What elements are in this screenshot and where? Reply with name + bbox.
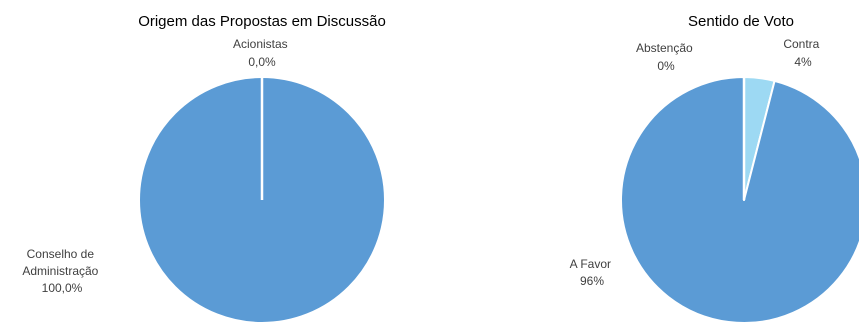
slice-label-abstencao: Abstenção 0%	[636, 41, 696, 73]
chart-sentido-voto: Sentido de Voto Abstenção 0% Contra 4% A…	[570, 13, 859, 323]
slice-label-conselho-administracao: Conselho de Administração 100,0%	[22, 247, 101, 295]
pie-slices-origem	[138, 76, 386, 323]
chart-title-origem: Origem das Propostas em Discussão	[138, 13, 386, 30]
slice-label-acionistas: Acionistas 0,0%	[233, 37, 291, 69]
slice-a-favor	[620, 76, 859, 323]
slice-label-a-favor: A Favor 96%	[570, 257, 615, 288]
chart-origem-propostas: Origem das Propostas em Discussão Acioni…	[22, 13, 386, 323]
slice-label-contra: Contra 4%	[783, 37, 822, 69]
pie-slices-sentido	[620, 76, 859, 323]
chart-title-sentido: Sentido de Voto	[688, 13, 794, 30]
